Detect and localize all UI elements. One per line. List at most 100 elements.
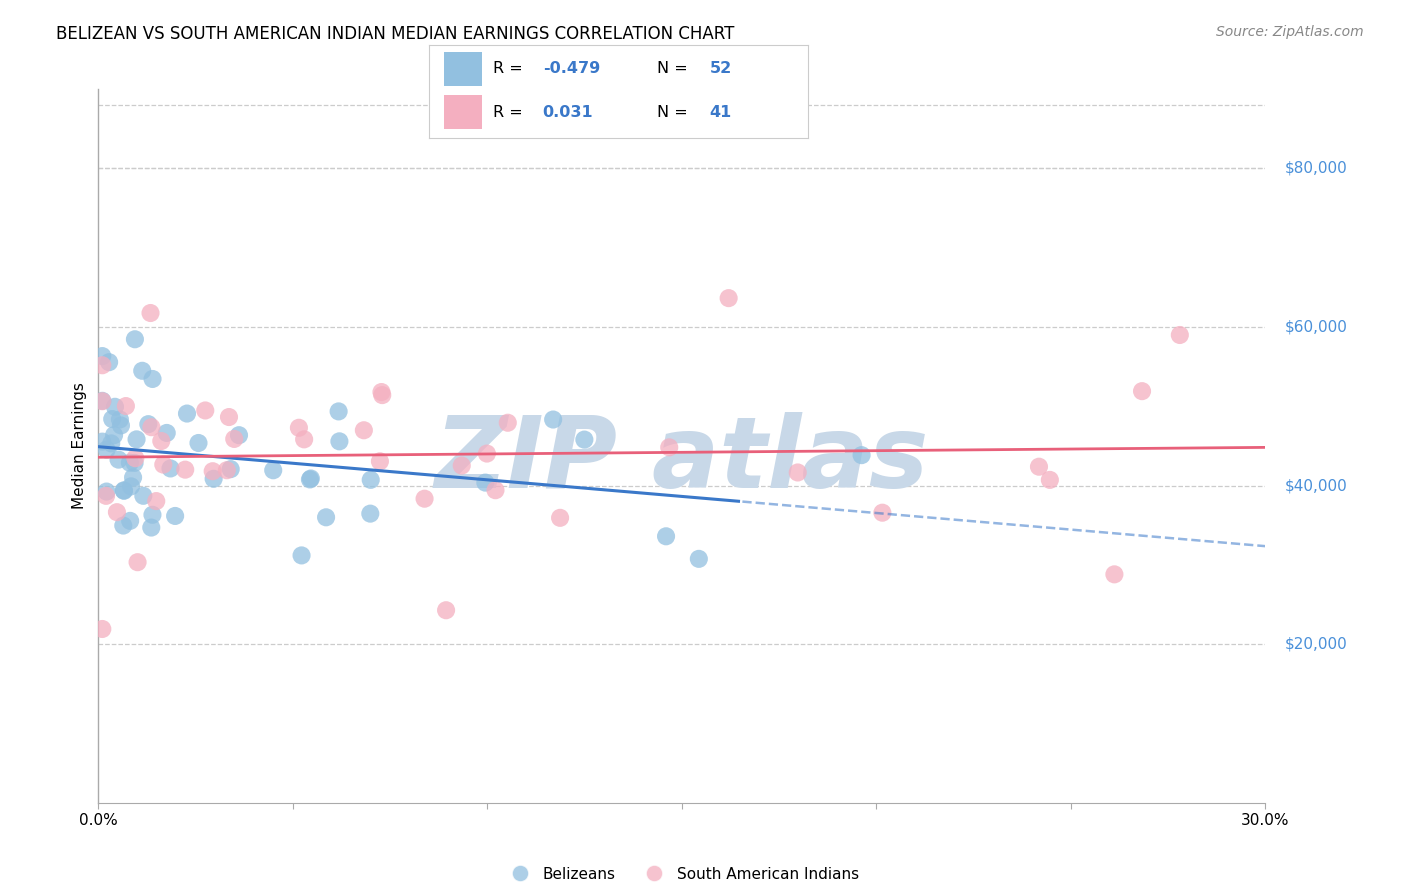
Point	[165, 508, 187, 523]
Point	[541, 412, 564, 426]
Point	[107, 452, 129, 467]
Point	[91, 349, 114, 363]
Point	[353, 423, 375, 437]
Point	[91, 358, 114, 372]
Point	[224, 432, 246, 446]
Text: N =: N =	[657, 62, 693, 77]
Point	[141, 420, 163, 434]
Point	[91, 434, 114, 449]
Point	[717, 291, 740, 305]
Point	[132, 489, 155, 503]
Bar	[444, 95, 482, 129]
Point	[786, 466, 808, 480]
Point	[125, 433, 148, 447]
Point	[359, 507, 381, 521]
Point	[215, 463, 238, 477]
Point	[299, 471, 322, 485]
Point	[98, 355, 121, 369]
Text: 41: 41	[710, 104, 733, 120]
Point	[127, 555, 149, 569]
Point	[1168, 328, 1191, 343]
Point	[176, 407, 198, 421]
Point	[484, 483, 506, 498]
Point	[91, 622, 114, 636]
Point	[112, 518, 135, 533]
Point	[474, 475, 496, 490]
Point	[201, 464, 224, 478]
Point	[150, 434, 173, 448]
Point	[315, 510, 337, 524]
Point	[371, 388, 394, 402]
Point	[131, 364, 153, 378]
Point	[202, 472, 225, 486]
Point	[156, 425, 179, 440]
Point	[434, 603, 457, 617]
Point	[136, 417, 159, 432]
Point	[120, 514, 142, 528]
Point	[292, 433, 315, 447]
Point	[120, 479, 142, 493]
Text: $40,000: $40,000	[1285, 478, 1347, 493]
Bar	[444, 52, 482, 86]
Point	[108, 412, 131, 426]
Point	[91, 394, 114, 409]
Point	[124, 332, 146, 346]
Point	[194, 403, 217, 417]
Point	[141, 520, 163, 534]
Text: $60,000: $60,000	[1285, 319, 1348, 334]
Point	[141, 508, 163, 522]
Point	[1104, 567, 1126, 582]
Point	[360, 473, 382, 487]
Y-axis label: Median Earnings: Median Earnings	[72, 383, 87, 509]
Point	[298, 472, 321, 486]
Text: R =: R =	[494, 104, 533, 120]
Text: R =: R =	[494, 62, 529, 77]
Point	[187, 436, 209, 450]
Point	[152, 458, 174, 472]
Point	[112, 483, 135, 498]
Text: $20,000: $20,000	[1285, 637, 1347, 652]
Point	[124, 456, 146, 470]
Point	[290, 549, 312, 563]
Point	[141, 372, 163, 386]
Point	[219, 462, 242, 476]
Text: ZIP atlas: ZIP atlas	[434, 412, 929, 508]
Point	[1039, 473, 1062, 487]
Point	[218, 410, 240, 425]
Point	[103, 428, 125, 442]
Point	[413, 491, 436, 506]
Legend: Belizeans, South American Indians: Belizeans, South American Indians	[499, 861, 865, 888]
Point	[368, 454, 391, 468]
Text: 0.031: 0.031	[543, 104, 593, 120]
Point	[115, 399, 138, 413]
Point	[548, 511, 571, 525]
Point	[1028, 459, 1050, 474]
Point	[851, 448, 873, 462]
Text: N =: N =	[657, 104, 693, 120]
Point	[574, 433, 596, 447]
Point	[328, 404, 350, 418]
Point	[94, 489, 117, 503]
Point	[658, 441, 681, 455]
Point	[262, 463, 284, 477]
Point	[872, 506, 894, 520]
Point	[91, 393, 114, 408]
Point	[110, 418, 132, 433]
Point	[1130, 384, 1153, 399]
Point	[450, 458, 472, 473]
Point	[174, 463, 197, 477]
Point	[139, 306, 162, 320]
Point	[288, 421, 311, 435]
Point	[118, 456, 141, 470]
Point	[104, 400, 127, 414]
Point	[112, 483, 135, 498]
Point	[100, 436, 122, 450]
Point	[370, 385, 392, 400]
Point	[96, 442, 118, 457]
Point	[496, 416, 519, 430]
Point	[145, 494, 167, 508]
Text: $80,000: $80,000	[1285, 161, 1347, 176]
Point	[228, 428, 250, 442]
Text: Source: ZipAtlas.com: Source: ZipAtlas.com	[1216, 25, 1364, 39]
Point	[328, 434, 350, 449]
